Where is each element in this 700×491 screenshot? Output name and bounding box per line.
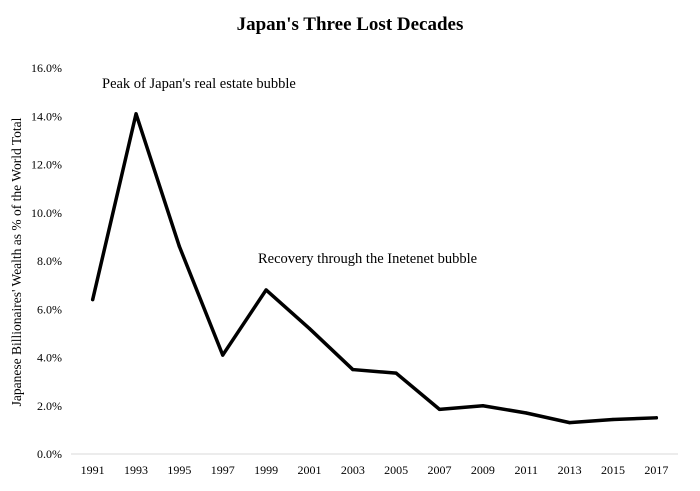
x-tick-label: 2007 [428, 463, 452, 477]
x-tick-label: 1999 [254, 463, 278, 477]
y-tick-label: 2.0% [37, 399, 62, 413]
y-axis-label: Japanese Billionaires' Wealth as % of th… [9, 117, 24, 406]
y-tick-label: 14.0% [31, 109, 62, 123]
data-point [568, 421, 572, 425]
data-point [91, 298, 95, 302]
data-point [524, 411, 528, 415]
x-tick-label: 1991 [81, 463, 105, 477]
x-tick-label: 1993 [124, 463, 148, 477]
y-tick-label: 10.0% [31, 206, 62, 220]
data-point [307, 326, 312, 331]
data-point [654, 416, 658, 420]
data-points [91, 112, 658, 425]
data-point [134, 112, 138, 116]
data-point [221, 353, 225, 357]
x-tick-label: 2017 [644, 463, 668, 477]
data-point [437, 407, 442, 411]
y-tick-label: 4.0% [37, 351, 62, 365]
annotation-peak: Peak of Japan's real estate bubble [102, 76, 296, 92]
annotation-recovery: Recovery through the Inetenet bubble [258, 251, 477, 267]
chart-title: Japan's Three Lost Decades [237, 14, 464, 35]
data-point [351, 367, 355, 372]
data-point [264, 288, 268, 292]
x-tick-label: 1997 [211, 463, 235, 477]
x-tick-label: 2003 [341, 463, 365, 477]
data-point [481, 404, 485, 408]
y-tick-label: 0.0% [37, 447, 62, 461]
x-tick-label: 2009 [471, 463, 495, 477]
x-tick-label: 2013 [558, 463, 582, 477]
x-tick-label: 2001 [297, 463, 321, 477]
y-tick-label: 16.0% [31, 61, 62, 75]
x-axis-ticks: 1991 1993 1995 1997 1999 2001 2003 2005 2007 2009… [81, 463, 669, 477]
y-tick-label: 8.0% [37, 254, 62, 268]
data-point [611, 417, 615, 422]
y-tick-label: 12.0% [31, 158, 62, 172]
series-line [90, 112, 659, 425]
data-point [177, 244, 181, 249]
y-axis-ticks: 0.0% 2.0% 4.0% 6.0% 8.0% 10.0% 12.0% 14.0% 16.0% [31, 61, 62, 461]
x-tick-label: 2011 [514, 463, 538, 477]
x-tick-label: 2015 [601, 463, 625, 477]
x-tick-label: 2005 [384, 463, 408, 477]
data-point [394, 371, 398, 375]
y-tick-label: 6.0% [37, 302, 62, 316]
x-tick-label: 1995 [167, 463, 191, 477]
